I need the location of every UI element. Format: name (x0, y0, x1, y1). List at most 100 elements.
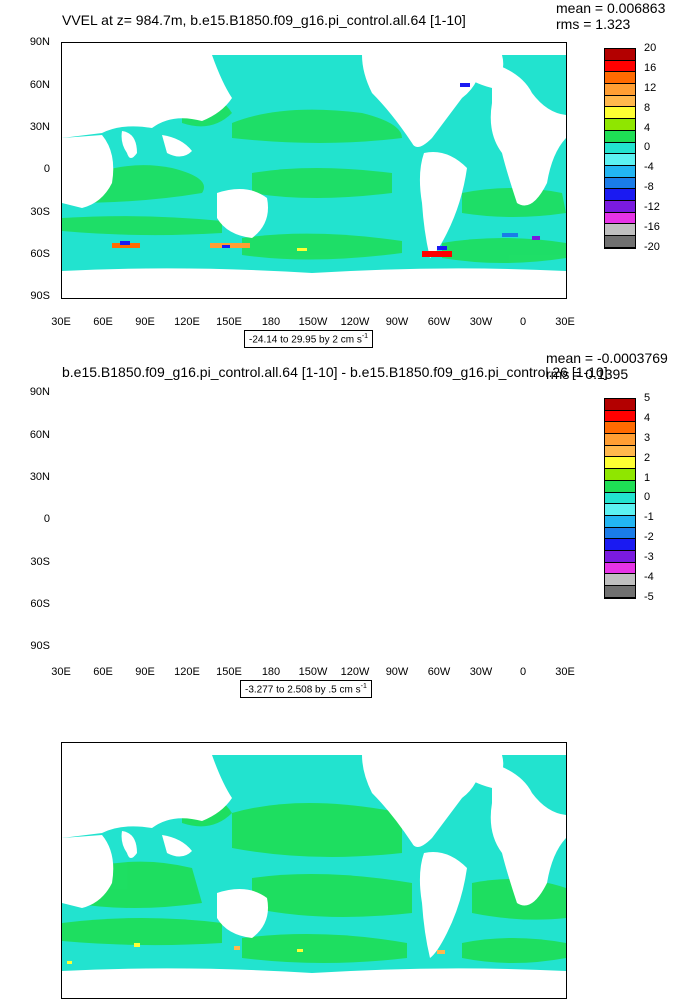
colorbar-label: -12 (644, 201, 660, 214)
y-tick-label: 60S (30, 598, 50, 610)
colorbar-label: 2 (644, 451, 651, 464)
colorbar-segment (605, 84, 635, 96)
colorbar-segment (605, 212, 635, 225)
colorbar-segment (605, 107, 635, 120)
colorbar-segment (605, 95, 635, 108)
colorbar-segment (605, 224, 635, 236)
colorbar-segment (605, 154, 635, 166)
x-tick-label: 30E (51, 316, 71, 328)
colorbar-segment (605, 562, 635, 575)
x-tick-label: 120E (174, 316, 200, 328)
colorbar-label: 4 (644, 411, 651, 424)
ocean-map (62, 743, 566, 998)
colorbar-segment (605, 49, 635, 61)
colorbar-label: -2 (644, 531, 654, 544)
x-tick-label: 150W (298, 666, 328, 678)
x-tick-label: 90E (135, 666, 155, 678)
x-tick-label: 30W (469, 316, 493, 328)
y-tick-label: 60N (29, 429, 50, 441)
colorbar-segment (605, 527, 635, 540)
colorbar-segment (605, 550, 635, 563)
colorbar-label: 0 (644, 141, 651, 154)
y-tick-label: 90S (30, 640, 50, 652)
colorbar-segment (605, 445, 635, 458)
colorbar-label: 3 (644, 431, 651, 444)
colorbar-segment (605, 177, 635, 190)
colorbar-label: 1 (644, 471, 651, 484)
colorbar-label: -4 (644, 161, 654, 174)
x-tick-label: 150W (298, 316, 328, 328)
colorbar (604, 398, 636, 599)
stats-block: mean = 0.006863 rms = 1.323 (556, 0, 665, 32)
x-tick-label: 30E (555, 316, 575, 328)
x-tick-label: 90W (385, 666, 409, 678)
colorbar-segment (605, 399, 635, 411)
rms-value: rms = 0.1395 (546, 366, 629, 382)
colorbar-label: -1 (644, 511, 654, 524)
colorbar-label: -20 (644, 240, 660, 253)
colorbar-label: -4 (644, 571, 654, 583)
y-tick-label: 30S (30, 206, 50, 218)
x-tick-label: 60W (427, 316, 451, 328)
colorbar-segment (605, 142, 635, 155)
x-tick-label: 30E (51, 666, 71, 678)
colorbar-label: 20 (644, 42, 657, 54)
x-tick-label: 180 (261, 666, 281, 678)
y-tick-label: 0 (43, 163, 50, 175)
x-tick-label: 30W (469, 666, 493, 678)
x-tick-label: 90W (385, 316, 409, 328)
y-tick-label: 30N (29, 121, 50, 133)
colorbar-label: 12 (644, 81, 657, 94)
colorbar-label: 0 (644, 491, 651, 504)
x-tick-label: 120W (340, 316, 370, 328)
colorbar-segment (605, 422, 635, 435)
colorbar-label: 16 (644, 61, 657, 74)
y-tick-label: 0 (43, 513, 50, 525)
panel-title: VVEL at z= 984.7m, b.e15.B1850.f09_g16.p… (62, 12, 466, 28)
x-tick-label: 60W (427, 666, 451, 678)
colorbar-segment (605, 60, 635, 73)
rms-value: rms = 1.323 (556, 16, 631, 32)
y-tick-label: 60N (29, 79, 50, 91)
x-tick-label: 0 (519, 666, 527, 678)
colorbar (604, 48, 636, 249)
range-note: -24.14 to 29.95 by 2 cm s-1 (244, 330, 374, 349)
x-tick-label: 90E (135, 316, 155, 328)
map-plot (61, 742, 567, 999)
stats-block: mean = -0.0003769 rms = 0.1395 (546, 350, 668, 382)
colorbar-segment (605, 189, 635, 201)
mean-value: mean = -0.0003769 (546, 350, 668, 366)
colorbar-segment (605, 586, 635, 598)
x-tick-label: 30E (555, 666, 575, 678)
colorbar-label: -3 (644, 551, 654, 564)
x-tick-label: 60E (93, 316, 113, 328)
colorbar-segment (605, 130, 635, 143)
x-tick-label: 60E (93, 666, 113, 678)
y-tick-label: 30S (30, 556, 50, 568)
colorbar-label: -16 (644, 221, 660, 233)
y-tick-label: 60S (30, 248, 50, 260)
panel-title: b.e15.B1850.f09_g16.pi_control.all.64 [1… (62, 364, 608, 380)
colorbar-segment (605, 165, 635, 178)
colorbar-segment (605, 480, 635, 493)
colorbar-segment (605, 469, 635, 481)
map-plot (61, 42, 567, 299)
colorbar-label: -5 (644, 590, 654, 603)
colorbar-segment (605, 434, 635, 446)
colorbar-label: 4 (644, 121, 651, 134)
y-tick-label: 30N (29, 471, 50, 483)
mean-value: mean = 0.006863 (556, 0, 666, 16)
colorbar-segment (605, 492, 635, 505)
x-tick-label: 120E (174, 666, 200, 678)
colorbar-segment (605, 457, 635, 470)
panel-difference: b.e15.B1850.f09_g16.pi_control.all.64 [1… (0, 350, 700, 999)
x-tick-label: 180 (261, 316, 281, 328)
colorbar-segment (605, 72, 635, 85)
x-tick-label: 150E (216, 666, 242, 678)
x-tick-label: 150E (216, 316, 242, 328)
colorbar-segment (605, 539, 635, 551)
range-note: -3.277 to 2.508 by .5 cm s-1 (240, 680, 372, 699)
colorbar-segment (605, 504, 635, 516)
anomaly-spots (112, 83, 540, 257)
y-tick-label: 90N (29, 386, 50, 398)
